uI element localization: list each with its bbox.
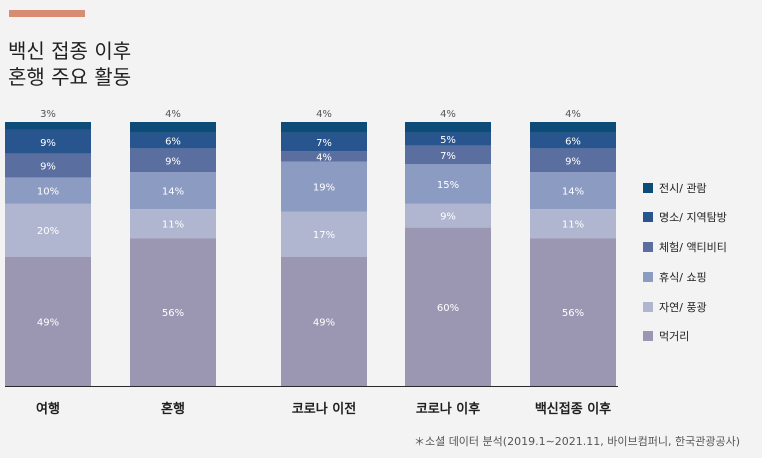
bar-segment bbox=[130, 209, 216, 239]
data-label: 20% bbox=[37, 226, 59, 237]
data-label: 4% bbox=[440, 109, 456, 120]
bar-segment bbox=[530, 122, 616, 133]
chart-title-line2: 혼행 주요 활동 bbox=[8, 65, 132, 89]
bar-segment bbox=[130, 172, 216, 210]
data-label: 19% bbox=[313, 183, 335, 194]
data-label: 49% bbox=[37, 317, 59, 328]
data-label: 7% bbox=[316, 138, 332, 149]
bar-segment bbox=[130, 132, 216, 149]
data-label: 14% bbox=[562, 187, 584, 198]
bar-segment bbox=[405, 132, 491, 146]
legend-label: 명소/ 지역탐방 bbox=[659, 211, 727, 225]
data-label: 9% bbox=[565, 156, 581, 167]
legend-swatch bbox=[643, 212, 653, 223]
data-label: 9% bbox=[40, 138, 56, 149]
bar-segment bbox=[5, 122, 91, 130]
bar-segment bbox=[405, 227, 491, 386]
data-label: 4% bbox=[165, 109, 181, 120]
legend-swatch bbox=[643, 331, 653, 342]
bar-segment bbox=[281, 132, 367, 152]
category-label: 코로나 이후 bbox=[416, 401, 480, 417]
data-label: 4% bbox=[565, 109, 581, 120]
bar-segment bbox=[281, 161, 367, 212]
source-note: ＊소셜 데이터 분석(2019.1∼2021.11, 바이브컴퍼니, 한국관광공… bbox=[413, 435, 740, 448]
data-label: 9% bbox=[40, 162, 56, 173]
bar-segment bbox=[5, 256, 91, 386]
data-label: 17% bbox=[313, 230, 335, 241]
legend-label: 먹거리 bbox=[659, 330, 690, 344]
data-label: 11% bbox=[162, 220, 184, 231]
bar-segment bbox=[5, 153, 91, 178]
category-label: 혼행 bbox=[161, 401, 185, 417]
bar-segment bbox=[530, 132, 616, 149]
data-label: 10% bbox=[37, 187, 59, 198]
bar-segment bbox=[405, 203, 491, 228]
legend-swatch bbox=[643, 182, 653, 193]
data-label: 9% bbox=[440, 212, 456, 223]
data-label: 60% bbox=[437, 303, 459, 314]
bar-segment bbox=[281, 122, 367, 133]
data-label: 4% bbox=[316, 109, 332, 120]
bar-segment bbox=[281, 151, 367, 162]
legend-swatch bbox=[643, 271, 653, 282]
data-label: 56% bbox=[162, 308, 184, 319]
data-label: 56% bbox=[562, 308, 584, 319]
category-label: 백신접종 이후 bbox=[535, 401, 611, 417]
bar-segment bbox=[130, 238, 216, 386]
legend-item: 자연/ 풍광 bbox=[643, 300, 727, 314]
data-label: 6% bbox=[165, 136, 181, 147]
category-label: 여행 bbox=[36, 401, 60, 417]
chart-title-line1: 백신 접종 이후 bbox=[8, 39, 132, 63]
bar-segment bbox=[530, 148, 616, 173]
legend-item: 먹거리 bbox=[643, 330, 727, 343]
data-label: 4% bbox=[316, 152, 332, 163]
data-label: 11% bbox=[562, 220, 584, 231]
legend-label: 자연/ 풍광 bbox=[659, 300, 707, 314]
data-label: 9% bbox=[165, 156, 181, 167]
legend-swatch bbox=[643, 301, 653, 312]
bar-segment bbox=[281, 211, 367, 257]
legend-label: 휴식/ 쇼핑 bbox=[659, 270, 707, 284]
bar-segment bbox=[405, 145, 491, 165]
legend-item: 체험/ 액티비티 bbox=[643, 241, 727, 254]
bar-segment bbox=[5, 203, 91, 257]
bar-segment bbox=[5, 129, 91, 154]
data-label: 5% bbox=[440, 135, 456, 146]
legend-item: 명소/ 지역탐방 bbox=[643, 211, 727, 224]
chart-title: 백신 접종 이후 혼행 주요 활동 bbox=[8, 38, 131, 90]
legend-item: 전시/ 관람 bbox=[643, 181, 727, 195]
legend-label: 체험/ 액티비티 bbox=[659, 241, 727, 255]
legend-item: 휴식/ 쇼핑 bbox=[643, 270, 727, 284]
bar-segment bbox=[405, 122, 491, 133]
data-label: 6% bbox=[565, 136, 581, 147]
data-label: 3% bbox=[40, 109, 56, 120]
bar-segment bbox=[281, 256, 367, 386]
data-label: 14% bbox=[162, 187, 184, 198]
category-label: 코로나 이전 bbox=[292, 401, 356, 417]
data-label: 7% bbox=[440, 151, 456, 162]
accent-bar bbox=[9, 10, 85, 17]
bar-segment bbox=[530, 238, 616, 386]
bar-segment bbox=[130, 148, 216, 173]
bar-segment bbox=[405, 164, 491, 204]
legend-label: 전시/ 관람 bbox=[659, 181, 707, 195]
bar-segment bbox=[5, 177, 91, 204]
bar-segment bbox=[530, 172, 616, 210]
data-label: 49% bbox=[313, 317, 335, 328]
legend-swatch bbox=[643, 242, 653, 253]
bar-segment bbox=[530, 209, 616, 239]
bar-segment bbox=[130, 122, 216, 133]
data-label: 15% bbox=[437, 180, 459, 191]
